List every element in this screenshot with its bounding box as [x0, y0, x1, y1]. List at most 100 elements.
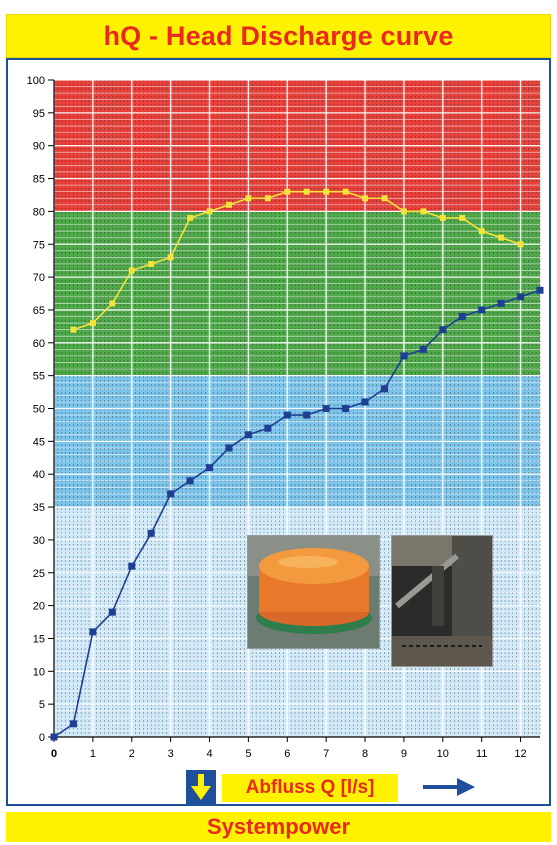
series-1-point [206, 464, 214, 472]
series-1-point [283, 411, 291, 419]
series-0-point [478, 228, 485, 235]
series-1-point [264, 424, 272, 432]
x-tick-label: 11 [476, 748, 487, 760]
x-tick-label: 8 [362, 748, 368, 760]
down-arrow-box [186, 770, 216, 804]
x-tick-label: 2 [129, 748, 135, 760]
chart-series [50, 188, 544, 741]
y-tick-label: 45 [33, 436, 45, 448]
series-1-point [497, 299, 505, 307]
series-1-point [108, 608, 116, 616]
y-tick-label: 40 [33, 469, 45, 481]
y-tick-label: 15 [33, 633, 45, 645]
x-tick-label: 3 [168, 748, 174, 760]
x-tick-label: 7 [323, 748, 329, 760]
x-tick-label: 12 [514, 748, 526, 760]
series-1-point [303, 411, 311, 419]
y-tick-label: 80 [33, 206, 45, 218]
y-tick-label: 25 [33, 568, 45, 580]
band-1 [54, 211, 540, 376]
footer-bar: Systempower [6, 812, 551, 842]
series-1-point [342, 405, 350, 412]
series-1-point [536, 286, 544, 294]
series-1-point [225, 444, 233, 452]
series-1-point [186, 477, 194, 485]
series-1-point [69, 720, 77, 728]
y-tick-label: 65 [33, 305, 45, 317]
series-0-point [498, 234, 505, 241]
y-tick-label: 0 [39, 732, 45, 744]
series-1-point [147, 529, 155, 537]
series-1-point [322, 405, 330, 412]
series-0-point [264, 195, 271, 202]
series-1-point [244, 431, 252, 439]
series-0-point [70, 326, 77, 333]
y-tick-label: 30 [33, 535, 45, 547]
series-0-point [187, 214, 194, 221]
series-0-point [517, 241, 524, 248]
x-tick-label: 10 [437, 748, 449, 760]
series-0-point [362, 195, 369, 202]
series-1-point [128, 562, 136, 570]
series-0-point [459, 214, 466, 221]
series-1-point [478, 306, 486, 314]
x-tick-label: 4 [206, 748, 212, 760]
series-1-point [419, 345, 427, 353]
y-tick-label: 50 [33, 404, 45, 416]
y-tick-label: 75 [33, 239, 45, 251]
series-1-point [361, 398, 369, 406]
series-0-point [109, 300, 116, 307]
series-1-point [50, 733, 58, 741]
series-0-point [284, 188, 291, 195]
chart-title-bar: hQ - Head Discharge curve [6, 14, 551, 58]
series-0-point [400, 208, 407, 215]
x-tick-label: 0 [51, 748, 57, 760]
series-1-point [380, 385, 388, 393]
y-tick-label: 5 [39, 699, 45, 711]
series-0-line [73, 190, 521, 331]
y-tick-label: 90 [33, 141, 45, 153]
series-0-point [148, 260, 155, 267]
series-0-point [206, 208, 213, 215]
x-axis-label: Abfluss Q [l/s] [245, 777, 375, 798]
series-0-point [167, 254, 174, 261]
x-tick-label: 6 [284, 748, 290, 760]
series-1-point [517, 293, 525, 301]
y-tick-label: 35 [33, 502, 45, 514]
series-1-point [167, 490, 175, 498]
series-0-point [342, 188, 349, 195]
series-1-point [458, 313, 466, 321]
series-0-point [89, 320, 96, 327]
series-1-point [439, 326, 447, 334]
series-0-point [303, 188, 310, 195]
series-0-point [420, 208, 427, 215]
y-tick-label: 20 [33, 601, 45, 613]
x-tick-label: 9 [401, 748, 407, 760]
series-0-point [439, 214, 446, 221]
y-tick-label: 100 [27, 75, 45, 87]
series-0-point [323, 188, 330, 195]
series-0-point [225, 201, 232, 208]
y-tick-label: 55 [33, 371, 45, 383]
y-tick-label: 60 [33, 338, 45, 350]
x-tick-label: 5 [245, 748, 251, 760]
right-arrow-icon [423, 778, 475, 796]
photo-orange-valve [247, 535, 380, 649]
x-tick-label: 1 [90, 748, 96, 760]
y-tick-label: 95 [33, 108, 45, 120]
series-0-point [128, 267, 135, 274]
series-1-point [89, 628, 97, 636]
chart-axes: 0510152025303540455055606570758085909510… [27, 75, 540, 760]
y-tick-label: 85 [33, 174, 45, 186]
y-tick-label: 10 [33, 666, 45, 678]
y-tick-label: 70 [33, 272, 45, 284]
chart-title: hQ - Head Discharge curve [103, 20, 454, 51]
series-1-point [400, 352, 408, 360]
footer-text: Systempower [206, 814, 351, 839]
photo-pipe-installation [391, 535, 493, 667]
x-axis-label-box: Abfluss Q [l/s] [222, 774, 398, 802]
down-arrow-icon [191, 774, 211, 800]
series-0-point [381, 195, 388, 202]
series-0-point [245, 195, 252, 202]
